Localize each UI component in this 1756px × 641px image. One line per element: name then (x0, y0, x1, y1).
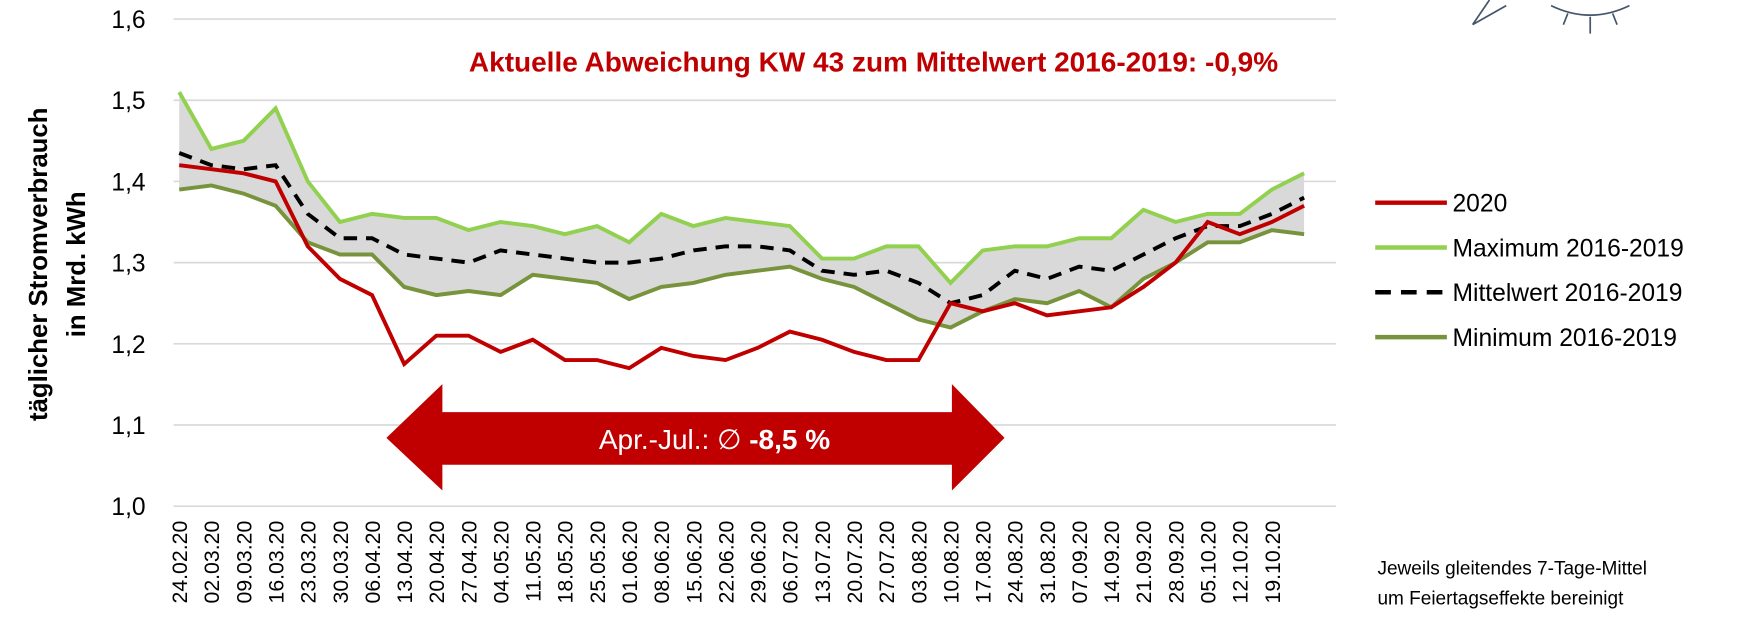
x-tick-label: 20.07.20 (843, 521, 867, 604)
x-tick-label: 31.08.20 (1036, 521, 1060, 604)
legend-label: Mittelwert 2016-2019 (1452, 280, 1682, 307)
y-tick-label: 1,0 (111, 494, 145, 521)
x-tick-label: 18.05.20 (554, 521, 578, 604)
note: um Feiertagseffekte bereinigt (1377, 589, 1624, 610)
x-tick-label: 01.06.20 (618, 521, 642, 604)
x-tick-label: 24.02.20 (168, 521, 192, 604)
y-tick-label: 1,1 (111, 413, 145, 440)
series-line (177, 91, 1305, 286)
x-tick-label: 09.03.20 (232, 521, 256, 604)
note: Jeweils gleitendes 7-Tage-Mittel (1377, 558, 1647, 579)
x-tick-label: 16.03.20 (264, 521, 288, 604)
x-tick-label: 27.07.20 (875, 521, 899, 604)
x-tick-label: 29.06.20 (747, 521, 771, 604)
x-tick-label: 19.10.20 (1261, 521, 1285, 604)
x-tick-label: 12.10.20 (1229, 521, 1253, 604)
y-tick-label: 1,2 (111, 332, 145, 359)
y-tick-label: 1,5 (111, 88, 145, 115)
y-tick-label: 1,3 (111, 251, 145, 278)
legend-label: Minimum 2016-2019 (1452, 325, 1676, 352)
y-axis-label: täglicher Stromverbrauch (25, 108, 53, 421)
arrow-label: Apr.-Jul.: ∅ (599, 424, 749, 455)
x-tick-label: 24.08.20 (1004, 521, 1028, 604)
x-tick-label: 21.09.20 (1132, 521, 1156, 604)
arrow-value: -8,5 % (749, 424, 830, 455)
x-tick-label: 04.05.20 (489, 521, 513, 604)
x-tick-label: 14.09.20 (1100, 521, 1124, 604)
y-tick-label: 1,4 (111, 169, 145, 196)
x-tick-label: 20.04.20 (425, 521, 449, 604)
x-tick-label: 15.06.20 (682, 521, 706, 604)
series-line (178, 151, 1305, 306)
x-tick-label: 30.03.20 (329, 521, 353, 604)
legend-label: Maximum 2016-2019 (1452, 235, 1683, 262)
x-tick-label: 06.07.20 (779, 521, 803, 604)
arrow-text: Apr.-Jul.: ∅ -8,5 % (599, 424, 830, 455)
range-band (179, 92, 1305, 328)
x-tick-label: 05.10.20 (1197, 521, 1221, 604)
x-tick-label: 11.05.20 (522, 521, 546, 602)
x-tick-label: 06.04.20 (361, 521, 385, 604)
x-tick-label: 25.05.20 (586, 521, 610, 604)
x-tick-label: 23.03.20 (297, 521, 321, 604)
x-tick-label: 28.09.20 (1164, 521, 1188, 604)
y-tick-label: 1,6 (111, 7, 145, 34)
x-tick-label: 03.08.20 (907, 521, 931, 604)
arrow (386, 384, 1005, 491)
x-tick-label: 13.07.20 (811, 521, 835, 604)
x-tick-label: 10.08.20 (939, 521, 963, 604)
annotation: Aktuelle Abweichung KW 43 zum Mittelwert… (469, 47, 1278, 78)
x-tick-label: 27.04.20 (457, 521, 481, 604)
x-tick-label: 13.04.20 (393, 521, 417, 604)
y-axis-label: in Mrd. kWh (63, 191, 91, 337)
x-tick-label: 08.06.20 (650, 521, 674, 604)
icon (1471, 0, 1630, 34)
x-tick-label: 22.06.20 (714, 521, 738, 604)
series-line (178, 163, 1305, 371)
x-tick-label: 07.09.20 (1068, 521, 1092, 604)
x-tick-label: 17.08.20 (972, 521, 996, 604)
legend-label: 2020 (1452, 191, 1507, 218)
x-tick-label: 02.03.20 (200, 521, 224, 604)
